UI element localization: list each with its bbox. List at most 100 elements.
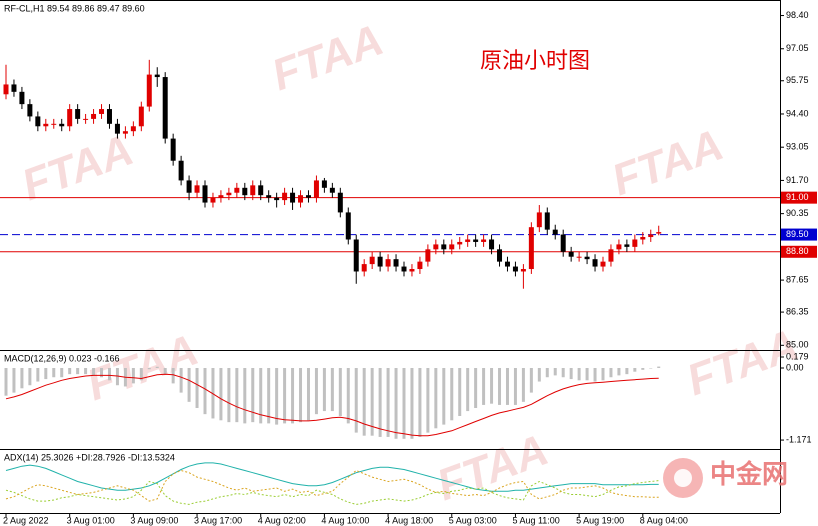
y-tick-label: 91.70 [786, 175, 809, 185]
adx-line [5, 462, 659, 492]
candle-body [656, 232, 662, 234]
candle-body [305, 195, 311, 198]
panel-title: ADX(14) 25.3026 +DI:28.7926 -DI:13.5324 [4, 452, 175, 462]
macd-bar [354, 368, 358, 433]
candle-body [417, 261, 423, 270]
macd-bar [107, 368, 111, 381]
macd-bar [155, 366, 159, 368]
macd-bar [306, 368, 310, 421]
candle-body [242, 187, 248, 196]
candle-body [250, 185, 256, 196]
candle-body [361, 264, 367, 272]
y-tick-label: 90.35 [786, 208, 809, 218]
macd-bar [537, 368, 541, 382]
candle-body [504, 261, 510, 267]
macd-bar [625, 368, 629, 375]
y-tick-label: 86.35 [786, 306, 809, 316]
candle-body [170, 138, 176, 161]
macd-bar [60, 368, 64, 378]
candle-body [528, 227, 534, 270]
macd-bar [378, 368, 382, 437]
macd-bar [299, 368, 303, 423]
macd-bar [44, 368, 48, 380]
macd-bar [100, 368, 104, 378]
macd-bar [195, 368, 199, 408]
candle-body [608, 249, 614, 262]
macd-bar [426, 368, 430, 433]
macd-bar [577, 368, 581, 381]
candle-body [465, 239, 471, 242]
macd-bar [593, 368, 597, 382]
x-tick-label: 5 Aug 11:00 [512, 515, 559, 525]
candle-body [544, 212, 550, 230]
candle-body [234, 187, 240, 193]
candle-body [329, 187, 335, 193]
macd-bar [330, 368, 334, 412]
y-tick-label: 85.00 [786, 340, 809, 350]
level-label-box [781, 228, 817, 241]
x-tick-label: 3 Aug 17:00 [194, 515, 242, 525]
y-tick-label: 87.65 [786, 274, 809, 284]
candle-body [91, 113, 97, 119]
macd-bar [243, 368, 247, 424]
candle-body [441, 244, 447, 250]
candle-body [258, 185, 264, 196]
macd-bar [370, 368, 374, 436]
macd-bar [498, 368, 502, 405]
macd-bar [434, 368, 438, 429]
candle-body [114, 123, 120, 134]
candle-body [266, 195, 272, 198]
macd-bar [466, 368, 470, 412]
candle-body [321, 180, 327, 188]
candle-body [425, 249, 431, 262]
candle-body [154, 74, 160, 78]
candle-body [600, 261, 606, 267]
candle-body [497, 249, 503, 262]
macd-bar [609, 368, 613, 378]
macd-bar [529, 368, 533, 393]
y-tick-label: 0.179 [786, 351, 809, 361]
candle-body [489, 239, 495, 250]
candle-body [298, 195, 304, 203]
x-tick-label: 5 Aug 19:00 [576, 515, 624, 525]
logo-icon [674, 469, 692, 487]
x-tick-label: 2 Aug 2022 [3, 515, 49, 525]
macd-bar [418, 368, 422, 437]
candle-body [43, 123, 49, 127]
macd-bar [291, 368, 295, 424]
logo: 中金网 [663, 458, 788, 498]
macd-bar [52, 368, 56, 378]
y-tick-label: 95.75 [786, 75, 809, 85]
macd-bar [36, 368, 40, 382]
macd-bar [617, 368, 621, 376]
macd-bar [92, 368, 96, 376]
candle-body [130, 126, 136, 132]
candle-body [282, 192, 288, 201]
annotation: 原油小时图 [480, 48, 590, 73]
macd-bar [505, 368, 509, 405]
candle-body [345, 212, 351, 240]
macd-bar [115, 368, 119, 386]
signal-line [5, 373, 659, 437]
candle-body [138, 106, 144, 127]
candle-body [67, 109, 73, 127]
candle-body [162, 77, 168, 139]
y-tick-label: 97.05 [786, 43, 809, 53]
macd-bar [410, 368, 414, 439]
macd-bar [561, 368, 565, 378]
macd-bar [442, 368, 446, 425]
macd-bar [68, 368, 72, 375]
macd-bar [521, 368, 525, 402]
candle-body [210, 197, 216, 203]
y-tick-label: -1.171 [786, 434, 812, 444]
macd-bar [386, 368, 390, 437]
candle-body [409, 269, 415, 272]
candle-body [19, 91, 25, 105]
macd-bar [76, 368, 80, 375]
candle-body [178, 160, 184, 181]
macd-bar [4, 368, 8, 396]
candle-body [520, 269, 526, 272]
macd-bar [649, 368, 653, 369]
macd-bar [569, 368, 573, 380]
